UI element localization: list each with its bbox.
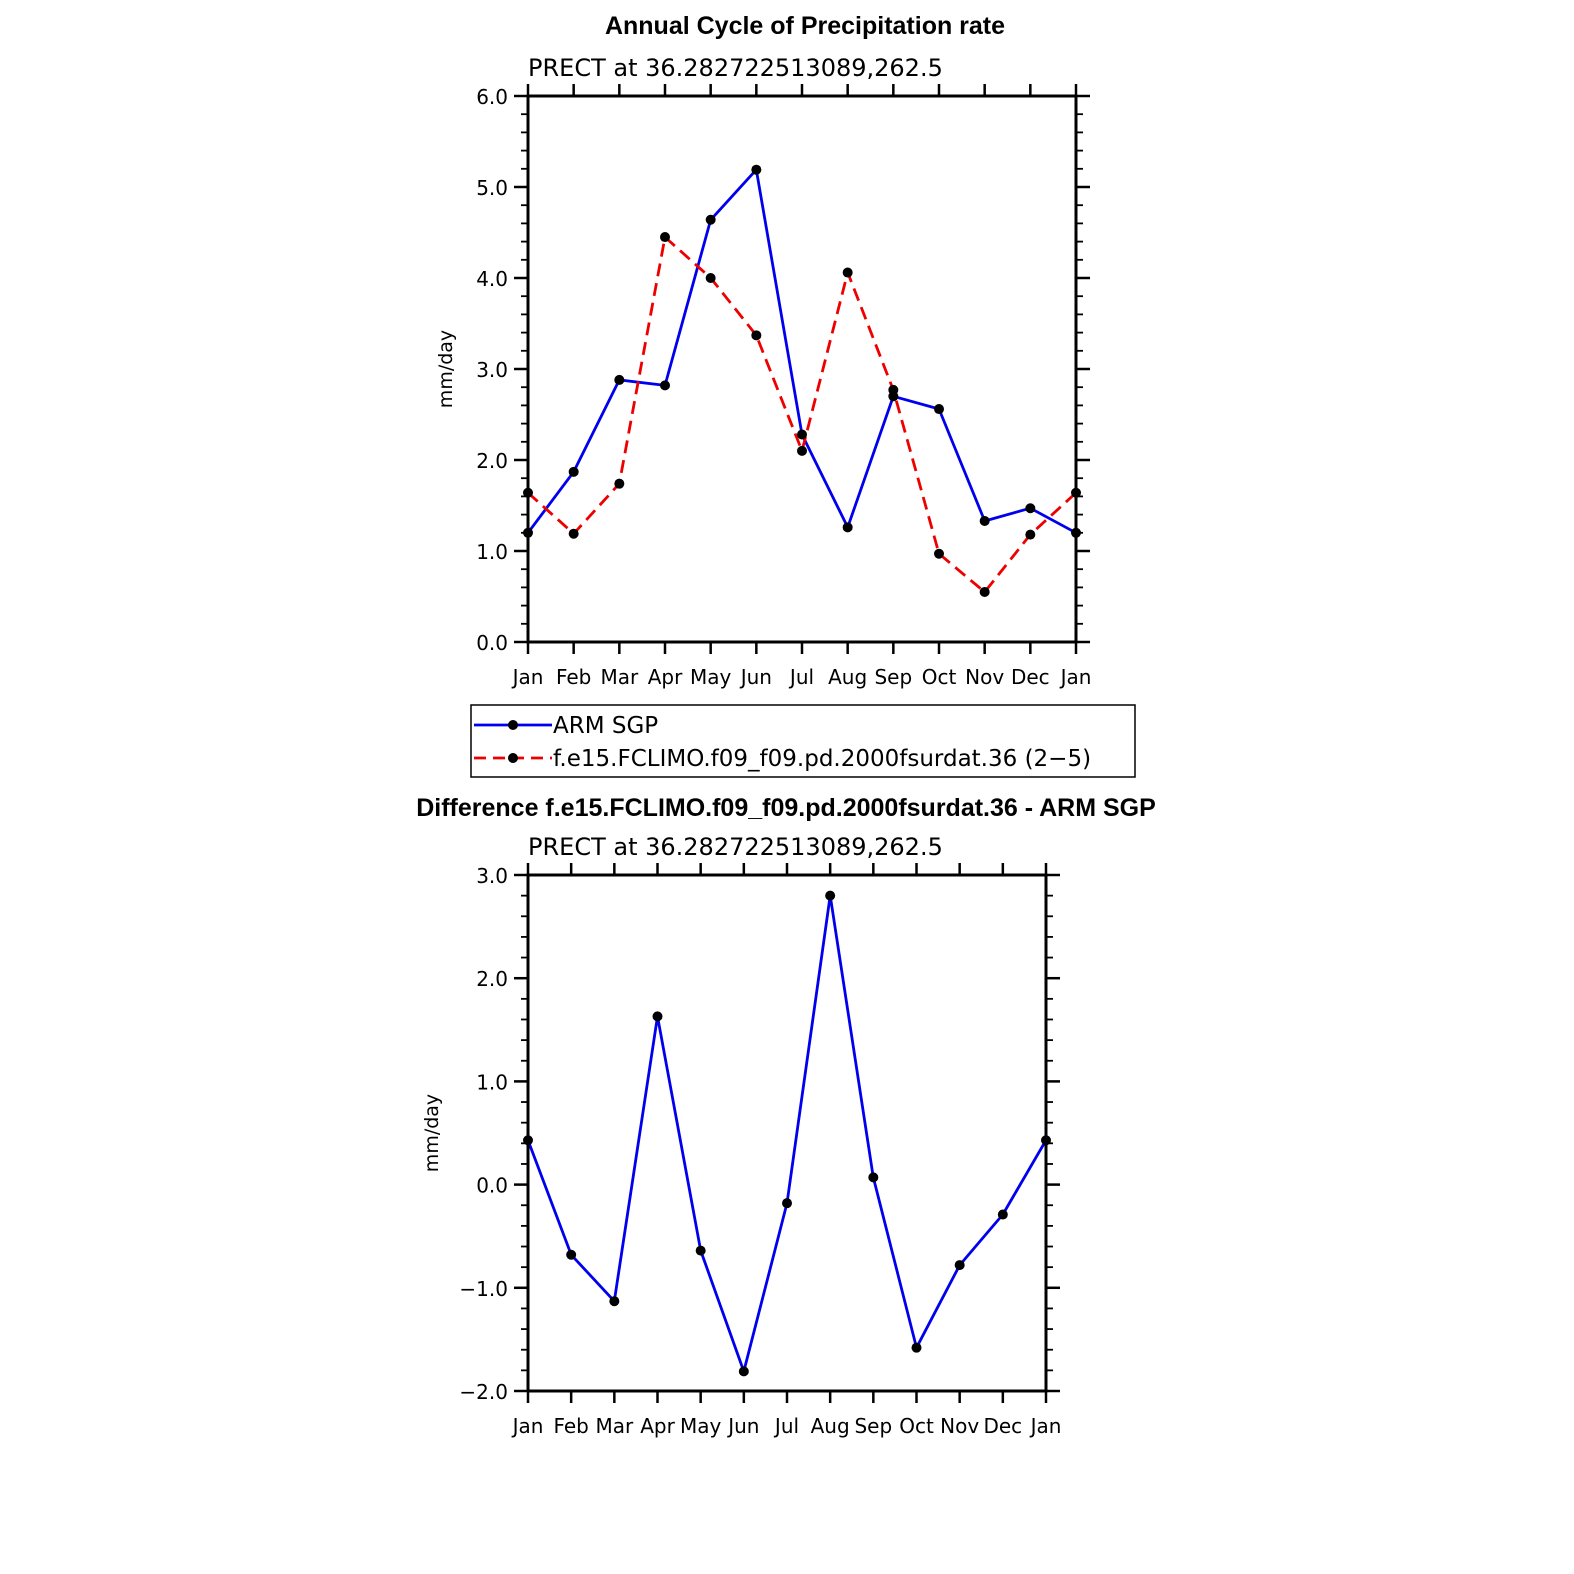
y-tick-label: −2.0 <box>459 1380 508 1404</box>
series-line-1 <box>527 235 1077 594</box>
data-point <box>614 374 625 385</box>
x-tick-label: Sep <box>854 1414 892 1438</box>
x-tick-label: Jan <box>1029 1414 1062 1438</box>
y-tick-label: 3.0 <box>476 864 508 888</box>
x-tick-label: Dec <box>983 1414 1022 1438</box>
chart1-title: Annual Cycle of Precipitation rate <box>605 12 1005 40</box>
chart1-plot-frame <box>526 94 1078 644</box>
y-tick-label: 0.0 <box>476 1174 508 1198</box>
x-tick-label: Dec <box>1011 665 1050 689</box>
data-point <box>797 445 807 456</box>
x-tick-label: Aug <box>828 665 867 689</box>
x-tick-label: Jul <box>788 665 814 689</box>
legend-entry-model: f.e15.FCLIMO.f09_f09.pd.2000fsurdat.36 (… <box>474 746 1091 772</box>
data-point <box>1025 529 1036 540</box>
x-tick-label: Jul <box>773 1414 799 1438</box>
data-point <box>825 890 836 901</box>
data-point <box>568 466 579 477</box>
data-point <box>868 1172 879 1183</box>
chart1-y-axis-label: mm/day <box>435 330 457 408</box>
x-tick-label: Jun <box>726 1414 759 1438</box>
x-tick-label: Aug <box>811 1414 850 1438</box>
data-point <box>660 380 670 391</box>
data-point <box>652 1011 663 1022</box>
chart2-plot-frame <box>526 873 1048 1393</box>
legend-label-model: f.e15.FCLIMO.f09_f09.pd.2000fsurdat.36 (… <box>553 746 1091 772</box>
series-line-0 <box>526 168 1077 535</box>
x-tick-label: Jun <box>739 665 772 689</box>
legend-box <box>470 704 1136 778</box>
data-point <box>797 429 807 440</box>
data-point <box>568 528 579 539</box>
chart1-legend: ARM SGP f.e15.FCLIMO.f09_f09.pd.2000fsur… <box>470 704 1136 778</box>
data-point <box>782 1198 792 1209</box>
difference-chart: Difference f.e15.FCLIMO.f09_f09.pd.2000f… <box>416 794 1156 1438</box>
x-tick-label: Jan <box>511 1414 544 1438</box>
chart2-title: Difference f.e15.FCLIMO.f09_f09.pd.2000f… <box>416 794 1156 822</box>
data-point <box>979 515 990 526</box>
x-tick-label: Mar <box>600 665 639 689</box>
x-tick-label: Jan <box>511 665 544 689</box>
x-tick-label: Feb <box>553 1414 588 1438</box>
data-point <box>695 1245 706 1256</box>
x-tick-label: Jan <box>1059 665 1092 689</box>
data-point <box>738 1366 749 1377</box>
x-tick-label: Oct <box>922 665 957 689</box>
x-tick-label: May <box>680 1414 722 1438</box>
chart2-subtitle: PRECT at 36.282722513089,262.5 <box>528 833 943 861</box>
data-point <box>934 548 944 559</box>
annual-cycle-chart: Annual Cycle of Precipitation rate PRECT… <box>435 12 1136 778</box>
y-tick-label: 2.0 <box>476 449 508 473</box>
y-tick-label: 1.0 <box>476 1070 508 1094</box>
legend-marker-model <box>508 753 518 763</box>
data-point <box>566 1249 577 1260</box>
x-tick-label: Feb <box>556 665 591 689</box>
x-tick-label: Nov <box>940 1414 979 1438</box>
legend-label-arm-sgp: ARM SGP <box>553 713 658 739</box>
x-tick-label: Nov <box>965 665 1004 689</box>
x-tick-label: May <box>690 665 732 689</box>
y-tick-label: 3.0 <box>476 358 508 382</box>
data-point <box>842 522 853 533</box>
x-tick-label: Apr <box>640 1414 675 1438</box>
y-tick-label: 1.0 <box>476 540 508 564</box>
data-point <box>1025 503 1036 514</box>
data-point <box>934 404 944 415</box>
x-tick-label: Sep <box>874 665 912 689</box>
chart2-y-axis-label: mm/day <box>421 1094 443 1172</box>
data-point <box>888 384 899 395</box>
data-point <box>751 164 762 175</box>
legend-marker-arm-sgp <box>508 720 518 730</box>
data-point <box>751 330 762 341</box>
data-point <box>705 214 716 225</box>
legend-entry-arm-sgp: ARM SGP <box>474 713 658 739</box>
chart1-subtitle: PRECT at 36.282722513089,262.5 <box>528 54 943 82</box>
data-point <box>979 586 990 597</box>
data-point <box>705 273 716 283</box>
data-point <box>997 1209 1008 1220</box>
data-point <box>842 267 853 278</box>
x-tick-label: Mar <box>595 1414 634 1438</box>
data-point <box>954 1260 965 1271</box>
y-tick-label: −1.0 <box>459 1277 508 1301</box>
x-tick-label: Apr <box>648 665 683 689</box>
data-point <box>614 478 625 489</box>
y-tick-label: 4.0 <box>476 267 508 291</box>
series-line-0 <box>526 894 1048 1373</box>
y-tick-label: 6.0 <box>476 85 508 109</box>
x-tick-label: Oct <box>899 1414 934 1438</box>
data-point <box>660 232 670 243</box>
data-point <box>609 1296 620 1307</box>
data-point <box>911 1342 922 1353</box>
y-tick-label: 0.0 <box>476 631 508 655</box>
y-tick-label: 2.0 <box>476 967 508 991</box>
y-tick-label: 5.0 <box>476 176 508 200</box>
